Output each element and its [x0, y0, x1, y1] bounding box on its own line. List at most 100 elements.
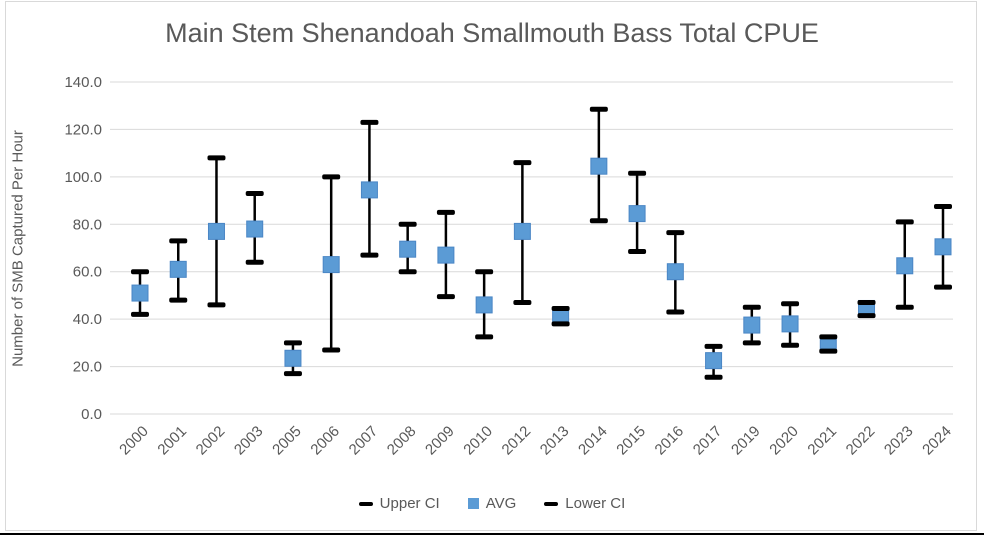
x-tick-label: 2003	[231, 423, 267, 459]
chart-title: Main Stem Shenandoah Smallmouth Bass Tot…	[165, 18, 819, 48]
avg-marker	[475, 296, 493, 314]
y-tick-label: 40.0	[73, 311, 102, 328]
lower-ci-cap	[934, 284, 952, 290]
upper-ci-cap	[475, 269, 494, 275]
avg-marker	[705, 352, 723, 370]
legend-lower-ci-dash-icon	[544, 501, 559, 506]
upper-ci-cap	[628, 170, 647, 176]
x-tick-label: 2020	[766, 423, 802, 459]
lower-ci-cap	[169, 297, 188, 303]
legend-item-upper-ci: Upper CI	[358, 495, 440, 512]
lower-ci-cap	[131, 311, 149, 317]
upper-ci-cap	[169, 238, 188, 244]
lower-ci-cap	[895, 304, 914, 310]
upper-ci-cap	[704, 343, 723, 349]
avg-marker	[284, 349, 302, 367]
lower-ci-cap	[475, 334, 494, 340]
x-tick-label: 2017	[690, 423, 726, 459]
x-tick-label: 2002	[193, 423, 229, 459]
x-tick-label: 2023	[881, 423, 917, 459]
lower-ci-cap	[551, 321, 570, 327]
avg-marker	[934, 238, 952, 256]
upper-ci-cap	[742, 304, 761, 310]
y-tick-label: 80.0	[73, 216, 102, 233]
x-tick-label: 2013	[537, 423, 573, 459]
avg-marker	[628, 205, 646, 223]
x-tick-label: 2016	[652, 423, 688, 459]
chart-frame	[5, 1, 977, 531]
lower-ci-cap	[360, 252, 379, 258]
upper-ci-cap	[551, 305, 570, 311]
avg-marker	[207, 222, 225, 240]
y-tick-label: 100.0	[64, 169, 102, 186]
lower-ci-cap	[589, 218, 608, 224]
y-axis-title: Number of SMB Captured Per Hour	[9, 130, 27, 367]
lower-ci-cap	[322, 347, 341, 353]
x-tick-label: 2015	[613, 423, 649, 459]
upper-ci-cap	[857, 300, 876, 306]
upper-ci-cap	[895, 219, 914, 225]
avg-marker	[781, 315, 799, 333]
y-tick-label: 20.0	[73, 359, 102, 376]
lower-ci-cap	[628, 249, 647, 255]
avg-marker	[169, 260, 187, 278]
legend-avg-label: AVG	[485, 495, 517, 512]
x-tick-label: 2009	[422, 423, 458, 459]
avg-marker	[399, 240, 417, 258]
x-tick-label: 2021	[804, 423, 840, 459]
legend-upper-ci-dash-icon	[358, 501, 373, 506]
x-tick-label: 2019	[728, 423, 764, 459]
upper-ci-cap	[513, 160, 532, 166]
lower-ci-cap	[245, 259, 264, 265]
legend-upper-ci-label: Upper CI	[379, 495, 440, 512]
legend-avg-square-icon	[467, 498, 479, 509]
x-tick-label: 2000	[116, 423, 152, 459]
avg-marker	[666, 263, 684, 281]
lower-ci-cap	[207, 302, 226, 308]
avg-marker	[131, 284, 149, 302]
x-tick-label: 2005	[269, 423, 305, 459]
x-tick-label: 2007	[346, 423, 382, 459]
legend-item-avg: AVG	[467, 495, 517, 512]
x-tick-label: 2014	[575, 423, 611, 459]
upper-ci-cap	[819, 334, 838, 340]
upper-ci-cap	[360, 119, 379, 125]
avg-marker	[896, 257, 914, 275]
upper-ci-cap	[131, 269, 149, 275]
lower-ci-cap	[283, 371, 302, 377]
upper-ci-cap	[934, 204, 952, 209]
y-tick-label: 60.0	[73, 264, 102, 281]
lower-ci-cap	[857, 313, 876, 319]
upper-ci-cap	[322, 174, 341, 180]
upper-ci-cap	[207, 155, 226, 161]
legend-lower-ci-label: Lower CI	[565, 495, 626, 512]
lower-ci-cap	[819, 348, 838, 354]
avg-marker	[590, 157, 608, 175]
avg-marker	[513, 222, 531, 240]
upper-ci-cap	[666, 230, 685, 236]
avg-marker	[360, 181, 378, 199]
x-tick-label: 2006	[307, 423, 343, 459]
x-tick-label: 2008	[384, 423, 420, 459]
x-tick-label: 2012	[499, 423, 535, 459]
lower-ci-cap	[436, 294, 455, 300]
legend-item-lower-ci: Lower CI	[544, 495, 625, 512]
lower-ci-cap	[781, 342, 800, 348]
bottom-edge-line	[0, 533, 984, 535]
upper-ci-cap	[589, 106, 608, 112]
upper-ci-cap	[398, 221, 417, 227]
avg-marker	[743, 316, 761, 334]
x-tick-label: 2001	[154, 423, 190, 459]
lower-ci-cap	[742, 340, 761, 346]
upper-ci-cap	[781, 301, 800, 307]
upper-ci-cap	[245, 190, 264, 196]
y-tick-label: 0.0	[81, 406, 102, 423]
avg-marker	[246, 220, 264, 238]
x-tick-label: 2024	[919, 423, 955, 459]
avg-marker	[437, 246, 455, 264]
y-tick-label: 120.0	[64, 121, 102, 138]
lower-ci-cap	[398, 269, 417, 275]
lower-ci-cap	[513, 300, 532, 306]
